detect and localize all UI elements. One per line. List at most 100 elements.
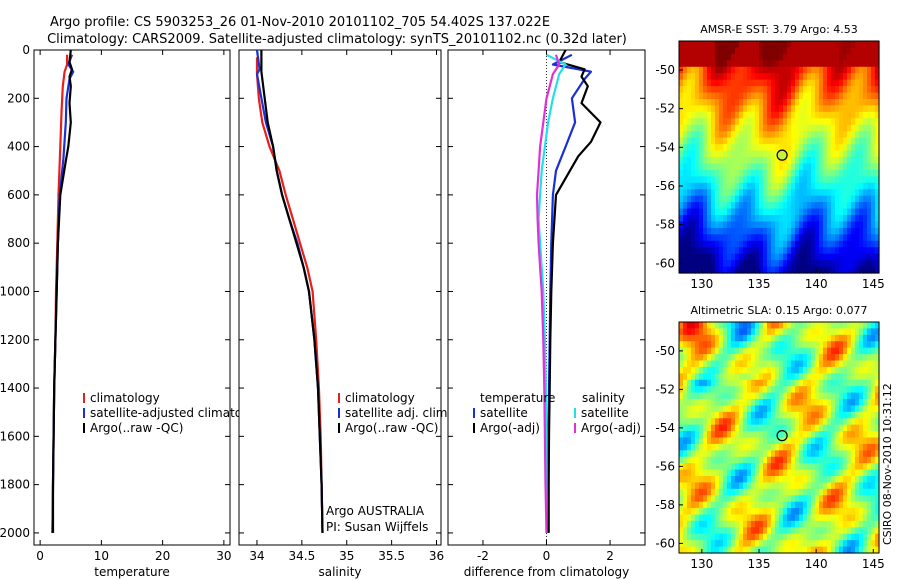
sla_map-cell [691, 347, 696, 355]
sla_map-cell [755, 527, 760, 535]
sst_map-cell [739, 99, 744, 107]
sst_map-cell [735, 73, 740, 81]
sla_map-cell [811, 392, 816, 400]
sla_map-cell [751, 527, 756, 535]
sst_map-cell [839, 260, 844, 268]
sla_map-cell [707, 322, 712, 330]
sla_map-cell [779, 405, 784, 413]
sst_map-cell [763, 260, 768, 268]
sst_map-cell [695, 73, 700, 81]
sla_map-cell [767, 418, 772, 426]
sst_map-cell [747, 118, 752, 126]
sla_map-cell [823, 508, 828, 516]
sst_map-cell [851, 260, 856, 268]
sst_map-cell [695, 266, 700, 274]
sla_map-cell [851, 540, 856, 548]
sst_map-cell [695, 105, 700, 113]
sla_map-cell [743, 373, 748, 381]
sst_map-cell [783, 227, 788, 235]
sst_map-cell [743, 150, 748, 158]
sst_map-cell [715, 221, 720, 229]
sst_map-cell [863, 195, 868, 203]
sla_map-cell [867, 373, 872, 381]
sla_map-cell [807, 450, 812, 458]
sla_map-cell [751, 463, 756, 471]
sla_map-cell [727, 334, 732, 342]
sst_map-cell [751, 150, 756, 158]
sst_map-cell [839, 66, 844, 74]
sst_map-cell [771, 260, 776, 268]
sst_map-cell [767, 215, 772, 223]
sst_map-cell [771, 163, 776, 171]
sst_map-cell [707, 169, 712, 177]
sst_map-cell [771, 215, 776, 223]
sst_map-cell [763, 60, 768, 68]
sst_map-cell [811, 137, 816, 145]
sla_map-cell [835, 533, 840, 541]
sla_map-cell [691, 334, 696, 342]
sla_map-cell [803, 437, 808, 445]
sla_map-cell [699, 456, 704, 464]
sst_map-cell [699, 60, 704, 68]
sst_map-cell [747, 92, 752, 100]
sla_map-cell [739, 354, 744, 362]
sla_map-cell [751, 322, 756, 330]
sla_map-cell [691, 488, 696, 496]
sst_map-cell [711, 240, 716, 248]
sst_map-cell [687, 92, 692, 100]
sst_map-cell [795, 118, 800, 126]
sla_map-cell [815, 443, 820, 451]
sst_map-cell [711, 266, 716, 274]
sst_map-cell [731, 234, 736, 242]
sla_map-cell [839, 495, 844, 503]
sla_map-cell [711, 495, 716, 503]
sla_map-cell [867, 456, 872, 464]
sst_map-cell [875, 137, 880, 145]
sst_map-cell [707, 215, 712, 223]
sla_map-cell [727, 488, 732, 496]
sst_map-cell [715, 60, 720, 68]
sst_map-cell [831, 144, 836, 152]
sst_map-cell [855, 240, 860, 248]
sst_map-cell [719, 73, 724, 81]
sst_map-cell [679, 266, 684, 274]
difference-series-salinity-argo-adj- [535, 54, 561, 533]
sla_map-cell [755, 328, 760, 336]
sla_map-cell [831, 386, 836, 394]
sla_map-cell [875, 411, 880, 419]
sla_map-cell [867, 360, 872, 368]
sla_map-cell [707, 328, 712, 336]
sla_map-cell [723, 334, 728, 342]
sla_map-cell [715, 533, 720, 541]
sst_map-cell [855, 182, 860, 190]
sst_map-cell [707, 137, 712, 145]
sst_map-cell [699, 79, 704, 87]
sla_map-cell [691, 379, 696, 387]
sla_map-cell [703, 373, 708, 381]
sla_map-cell [871, 341, 876, 349]
sst_map-cell [679, 195, 684, 203]
sst_map-cell [811, 215, 816, 223]
sst_map-cell [815, 131, 820, 139]
sla_map-cell [759, 366, 764, 374]
sst_map-cell [683, 118, 688, 126]
sla_map-cell [791, 476, 796, 484]
sla_map-cell [723, 328, 728, 336]
sst_map-cell [859, 86, 864, 94]
sst_map-cell [719, 47, 724, 55]
sla_map-cell [843, 540, 848, 548]
sst_map-cell [779, 169, 784, 177]
sst_map-cell [795, 169, 800, 177]
sst_map-cell [839, 227, 844, 235]
sst_map-cell [819, 163, 824, 171]
sst_map-cell [807, 137, 812, 145]
sst_map-cell [707, 92, 712, 100]
sla_map-cell [727, 540, 732, 548]
sla_map-cell [867, 341, 872, 349]
sla_map-cell [731, 501, 736, 509]
sst_map-cell [823, 260, 828, 268]
sst_map-cell [739, 118, 744, 126]
sla_map-cell [839, 456, 844, 464]
sst_map-cell [699, 234, 704, 242]
sla_map-cell [711, 540, 716, 548]
